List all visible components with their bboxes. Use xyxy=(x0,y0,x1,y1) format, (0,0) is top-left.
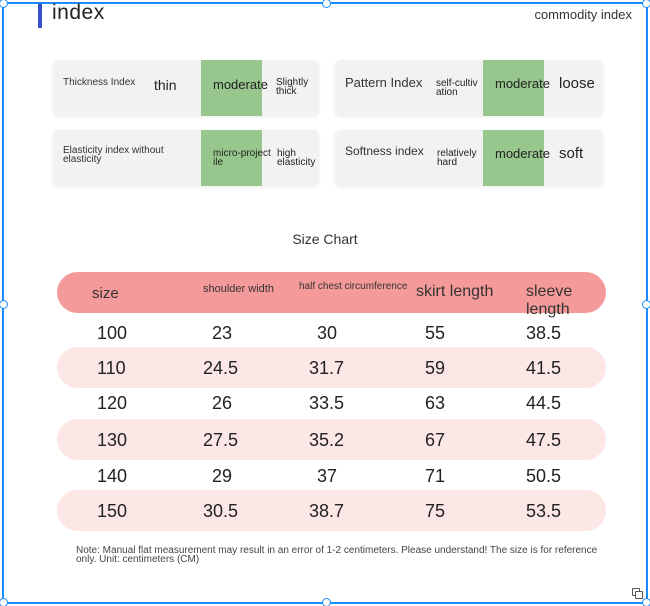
cell-size: 100 xyxy=(97,323,128,343)
cell-size: 120 xyxy=(97,393,128,413)
selected-option-highlight xyxy=(483,60,544,116)
index-option: loose xyxy=(559,75,595,92)
cell-sleeve-length: 47.5 xyxy=(526,430,562,450)
cell-sleeve-length: 41.5 xyxy=(526,358,562,378)
cell-shoulder-width: 24.5 xyxy=(203,358,239,378)
index-option: thin xyxy=(154,77,177,93)
cell-sleeve-length: 44.5 xyxy=(526,393,562,413)
resize-handle-bottom-left[interactable] xyxy=(0,598,8,606)
cell-size: 150 xyxy=(97,501,128,521)
cell-half-chest: 30 xyxy=(317,323,338,343)
cell-skirt-length: 59 xyxy=(425,358,446,378)
table-row: 150 30.5 38.7 75 53.5 xyxy=(57,490,606,531)
resize-handle-top[interactable] xyxy=(322,0,331,8)
cell-size: 110 xyxy=(97,358,126,378)
table-row: 120 26 33.5 63 44.5 xyxy=(57,382,606,423)
resize-handle-bottom[interactable] xyxy=(322,598,331,606)
cell-half-chest: 31.7 xyxy=(309,358,345,378)
index-option-selected: moderate xyxy=(213,77,268,92)
column-header-sleeve-length: sleeve length xyxy=(526,283,573,318)
table-row: 130 27.5 35.2 67 47.5 xyxy=(57,419,606,460)
cell-skirt-length: 71 xyxy=(425,466,446,486)
table-row: 140 29 37 71 50.5 xyxy=(57,455,606,496)
column-header-skirt-length: skirt length xyxy=(416,283,494,300)
index-option: high elasticity xyxy=(277,148,316,168)
resize-handle-right[interactable] xyxy=(642,300,650,309)
cell-skirt-length: 67 xyxy=(425,430,446,450)
cell-shoulder-width: 27.5 xyxy=(203,430,239,450)
cell-half-chest: 38.7 xyxy=(309,501,345,521)
index-option: self-cultivation xyxy=(436,78,478,98)
resize-handle-left[interactable] xyxy=(0,300,8,309)
index-option-selected: moderate xyxy=(495,146,550,161)
index-label: Elasticity index without elasticity xyxy=(63,145,164,165)
softness-index-card: Softness index relatively hard moderate … xyxy=(335,130,603,186)
column-header-shoulder-width: shoulder width xyxy=(203,283,274,295)
cell-shoulder-width: 30.5 xyxy=(203,501,239,521)
resize-handle-top-right[interactable] xyxy=(642,0,650,8)
selected-option-highlight xyxy=(483,130,544,186)
column-header-half-chest: half chest circumference xyxy=(299,281,408,292)
cell-half-chest: 35.2 xyxy=(309,430,345,450)
measurement-note: Note: Manual flat measurement may result… xyxy=(76,545,598,565)
index-option: soft xyxy=(559,145,584,162)
index-option: relatively hard xyxy=(437,148,477,168)
selected-option-highlight xyxy=(201,130,262,186)
pattern-index-card: Pattern Index self-cultivation moderate … xyxy=(335,60,603,116)
cell-skirt-length: 55 xyxy=(425,323,446,343)
selected-option-highlight xyxy=(201,60,262,116)
index-label: Pattern Index xyxy=(345,75,423,90)
column-header-size: size xyxy=(92,285,119,302)
cell-sleeve-length: 50.5 xyxy=(526,466,562,486)
cell-sleeve-length: 53.5 xyxy=(526,501,562,521)
index-option-selected: moderate xyxy=(495,76,550,91)
title-accent-bar xyxy=(38,4,42,28)
elasticity-index-card: Elasticity index without elasticity micr… xyxy=(53,130,319,186)
cell-shoulder-width: 26 xyxy=(212,393,233,413)
page-subtitle: commodity index xyxy=(534,7,632,22)
table-row: 110 24.5 31.7 59 41.5 xyxy=(57,347,606,388)
page-title: index xyxy=(52,1,105,24)
cell-skirt-length: 63 xyxy=(425,393,446,413)
thickness-index-card: Thickness Index thin moderate Slightly t… xyxy=(53,60,319,116)
size-table-header: size shoulder width half chest circumfer… xyxy=(57,272,606,318)
resize-handle-top-left[interactable] xyxy=(0,0,8,8)
index-label: Softness index xyxy=(345,144,424,158)
index-label: Thickness Index xyxy=(63,77,136,88)
cell-shoulder-width: 29 xyxy=(212,466,233,486)
index-option-selected: micro-projectile xyxy=(213,148,271,168)
cell-shoulder-width: 23 xyxy=(212,323,233,343)
cell-half-chest: 37 xyxy=(317,466,338,486)
copy-icon[interactable] xyxy=(632,588,644,600)
cell-size: 140 xyxy=(97,466,128,486)
index-option: Slightly thick xyxy=(276,77,309,97)
cell-skirt-length: 75 xyxy=(425,501,446,521)
size-chart-title: Size Chart xyxy=(292,231,358,247)
cell-half-chest: 33.5 xyxy=(309,393,345,413)
cell-size: 130 xyxy=(97,430,128,450)
table-row: 100 23 30 55 38.5 xyxy=(57,312,606,353)
cell-sleeve-length: 38.5 xyxy=(526,323,562,343)
